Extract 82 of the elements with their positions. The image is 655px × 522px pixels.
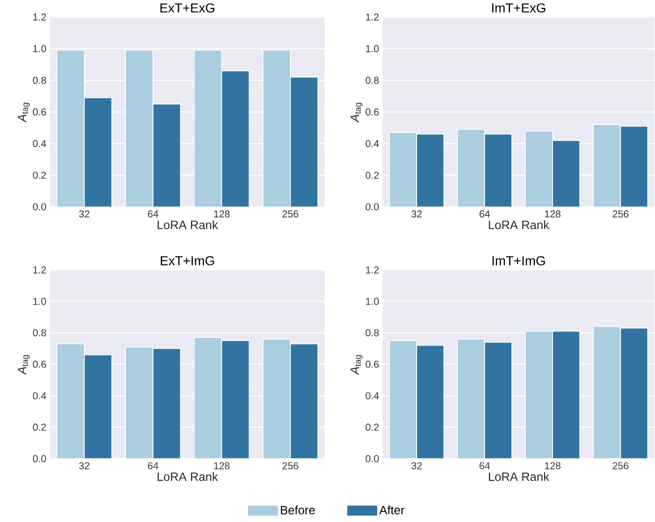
chart-title: ImT+ImG (492, 256, 545, 266)
x-tick-label: 256 (282, 210, 298, 218)
x-tick-label: 256 (282, 462, 298, 470)
x-tick-label: 32 (412, 462, 422, 470)
y-tick-label: 1.2 (366, 266, 379, 274)
legend-label: After (379, 506, 404, 515)
y-tick-label: 0.0 (32, 455, 46, 462)
legend-label: Before (280, 506, 315, 515)
bar (484, 342, 512, 459)
y-tick-label: 1.2 (33, 266, 46, 274)
x-tick-label: 32 (79, 462, 90, 470)
bar (153, 104, 180, 208)
x-tick-label: 64 (480, 462, 490, 470)
y-tick-label: 1.0 (366, 45, 379, 52)
bar (126, 347, 154, 459)
bar (416, 134, 444, 208)
chart-title: ExT+ExG (160, 4, 214, 13)
x-tick-label: 256 (612, 462, 628, 470)
x-axis-title: LoRA Rank (158, 220, 218, 230)
y-tick-label: 0.2 (366, 172, 379, 179)
y-tick-label: 0.2 (32, 424, 46, 431)
y-tick-label: 0.4 (32, 140, 46, 148)
chart-title: ExT+ImG (160, 256, 214, 266)
x-tick-label: 64 (480, 210, 490, 218)
y-tick-label: 1.2 (33, 14, 46, 21)
y-tick-label: 1.0 (366, 298, 379, 306)
bar (290, 76, 318, 208)
y-tick-label: 0.0 (366, 455, 379, 462)
bar (194, 338, 222, 459)
x-tick-label: 32 (412, 210, 422, 218)
bar (620, 126, 648, 208)
bar (222, 340, 250, 459)
y-tick-label: 1.0 (33, 45, 46, 52)
bar (56, 344, 84, 459)
bar (262, 50, 291, 208)
x-tick-label: 128 (214, 462, 230, 470)
y-tick-label: 0.2 (366, 424, 379, 431)
bar (194, 50, 222, 208)
chart-title: ImT+ExG (492, 4, 546, 13)
x-tick-label: 128 (545, 462, 560, 470)
y-tick-label: 0.0 (366, 204, 379, 211)
y-tick-label: 0.6 (32, 108, 46, 116)
y-tick-label: 0.4 (32, 392, 46, 400)
y-tick-label: 0.8 (366, 76, 379, 84)
x-tick-label: 256 (612, 210, 628, 218)
bar (222, 70, 250, 208)
y-axis-title: A$_{tag}$ (18, 355, 30, 376)
y-axis-title: A$_{tag}$ (350, 103, 362, 123)
bar (416, 345, 444, 459)
y-axis-title: A$_{tag}$ (18, 103, 30, 123)
y-tick-label: 0.0 (32, 204, 46, 211)
x-tick-label: 128 (545, 210, 560, 218)
y-tick-label: 0.6 (366, 108, 379, 116)
y-tick-label: 0.6 (32, 360, 46, 368)
x-axis-title: LoRA Rank (158, 472, 218, 482)
bar (484, 134, 512, 208)
y-tick-label: 0.2 (32, 172, 46, 179)
y-tick-label: 0.4 (366, 392, 379, 400)
y-tick-label: 0.4 (366, 140, 379, 148)
bar (552, 330, 580, 459)
y-tick-label: 1.2 (366, 14, 379, 21)
bar (552, 140, 580, 208)
x-tick-label: 32 (79, 210, 90, 218)
bar (126, 50, 154, 208)
y-tick-label: 0.8 (32, 329, 46, 336)
bar (153, 348, 180, 459)
x-tick-label: 64 (148, 462, 158, 470)
y-tick-label: 0.6 (366, 360, 379, 368)
y-axis-title: A$_{tag}$ (350, 355, 362, 376)
x-axis-title: LoRA Rank (488, 472, 550, 482)
bar (84, 354, 112, 459)
bar (290, 344, 318, 459)
bar (620, 328, 648, 459)
y-tick-label: 1.0 (33, 298, 46, 306)
bar (262, 338, 291, 459)
x-tick-label: 64 (148, 210, 158, 218)
x-tick-label: 128 (214, 210, 230, 218)
bar (84, 98, 112, 208)
bar (56, 50, 84, 208)
x-axis-title: LoRA Rank (488, 220, 550, 230)
y-tick-label: 0.8 (366, 329, 379, 336)
y-tick-label: 0.8 (32, 76, 46, 84)
